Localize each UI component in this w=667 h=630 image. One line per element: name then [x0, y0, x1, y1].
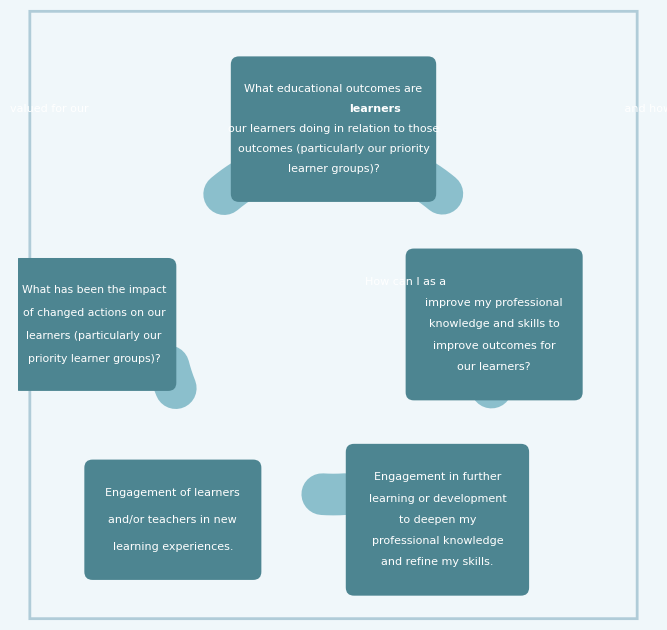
Text: to deepen my: to deepen my — [399, 515, 476, 525]
Text: knowledge and skills to: knowledge and skills to — [429, 319, 560, 329]
Text: of changed actions on our: of changed actions on our — [23, 308, 165, 318]
FancyBboxPatch shape — [84, 460, 261, 580]
FancyBboxPatch shape — [231, 57, 436, 202]
Text: valued for our: valued for our — [10, 104, 92, 114]
Text: our learners?: our learners? — [458, 362, 531, 372]
Text: and/or teachers in new: and/or teachers in new — [109, 515, 237, 525]
Text: improve my professional: improve my professional — [426, 299, 563, 308]
Text: Engagement of learners: Engagement of learners — [105, 488, 240, 498]
Text: professional knowledge: professional knowledge — [372, 536, 504, 546]
Text: priority learner groups)?: priority learner groups)? — [28, 353, 160, 364]
FancyBboxPatch shape — [406, 249, 583, 401]
Text: What has been the impact: What has been the impact — [22, 285, 166, 295]
Text: and refine my skills.: and refine my skills. — [382, 557, 494, 567]
Text: learning or development: learning or development — [369, 494, 506, 503]
Text: and how are: and how are — [622, 104, 667, 114]
Text: learners (particularly our: learners (particularly our — [27, 331, 162, 341]
Text: improve outcomes for: improve outcomes for — [433, 341, 556, 350]
Text: learner groups)?: learner groups)? — [287, 164, 380, 175]
FancyBboxPatch shape — [12, 258, 176, 391]
FancyBboxPatch shape — [30, 11, 637, 619]
Text: How can I as a: How can I as a — [365, 277, 449, 287]
Text: our learners doing in relation to those: our learners doing in relation to those — [228, 124, 439, 134]
Text: What educational outcomes are: What educational outcomes are — [244, 84, 423, 94]
Text: learners: learners — [350, 104, 401, 114]
FancyBboxPatch shape — [346, 444, 529, 596]
Text: learning experiences.: learning experiences. — [113, 542, 233, 552]
Text: Engagement in further: Engagement in further — [374, 472, 501, 483]
Text: outcomes (particularly our priority: outcomes (particularly our priority — [237, 144, 430, 154]
